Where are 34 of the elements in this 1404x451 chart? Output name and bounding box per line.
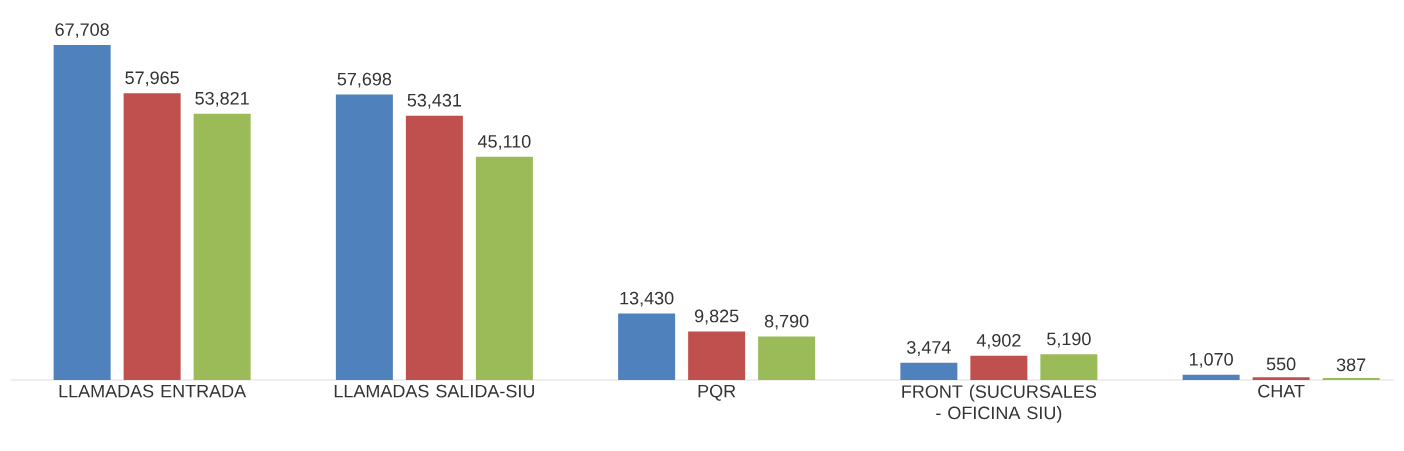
data-label: 387 (1336, 358, 1366, 372)
x-tick-label: PQR (698, 384, 736, 401)
bar (53, 45, 111, 380)
bar (1040, 354, 1098, 380)
bar (758, 336, 816, 380)
x-tick-label: CHAT (1258, 384, 1305, 398)
bar (123, 93, 181, 380)
data-label: 13,430 (620, 291, 674, 307)
bar (335, 94, 393, 380)
data-label: 57,965 (125, 71, 179, 87)
data-label: 3,474 (907, 341, 951, 356)
bar (688, 331, 746, 380)
bar (1252, 377, 1310, 380)
bar (1182, 374, 1240, 380)
bar (900, 362, 958, 380)
data-label: 4,902 (976, 333, 1021, 349)
bar (475, 156, 533, 380)
data-label: 5,190 (1047, 332, 1091, 348)
bar (405, 115, 463, 380)
data-label: 45,110 (477, 135, 531, 150)
x-tick-label: LLAMADAS SALIDA-SIU (334, 384, 534, 398)
data-label: 57,698 (337, 72, 392, 88)
data-label: 9,825 (694, 309, 739, 325)
data-label: 8,790 (764, 314, 809, 330)
data-label: 53,431 (407, 93, 462, 109)
data-label: 550 (1266, 357, 1296, 371)
bar (618, 313, 676, 380)
x-tick-label: LLAMADAS ENTRADA (59, 384, 247, 398)
data-label: 67,708 (55, 23, 109, 39)
data-label: 53,821 (195, 91, 249, 107)
data-label: 1,070 (1189, 352, 1233, 368)
bar (193, 113, 251, 380)
x-tick-label: FRONT (SUCURSALES - OFICINA SIU) (902, 384, 1097, 423)
bar (970, 355, 1028, 380)
